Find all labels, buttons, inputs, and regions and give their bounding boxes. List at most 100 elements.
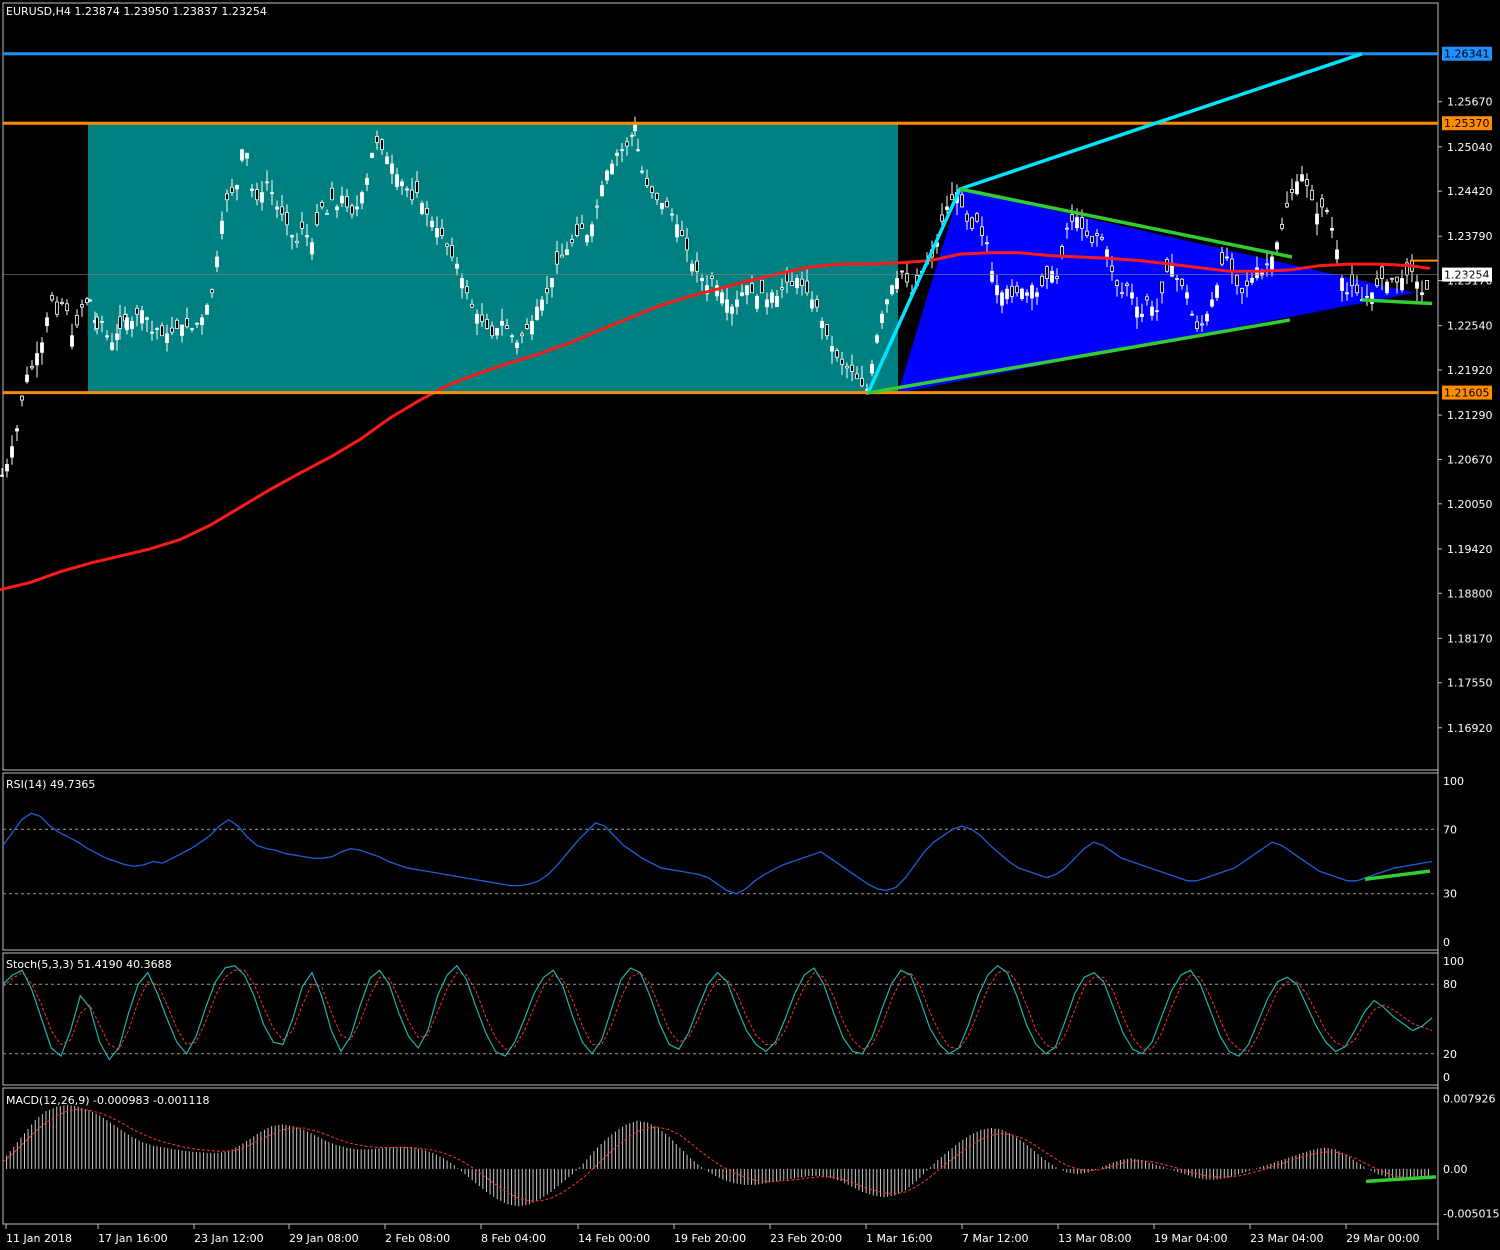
candle-body [180, 324, 184, 336]
macd-trendline [1365, 1175, 1437, 1184]
candle-body [30, 365, 34, 369]
candle-body [860, 378, 864, 387]
x-tick-label: 23 Jan 12:00 [194, 1232, 264, 1245]
candle-body [455, 263, 459, 269]
candle-body [690, 263, 694, 272]
stoch-panel[interactable]: 100 80 20 0 [2, 955, 1464, 1084]
candle-body [1190, 313, 1194, 316]
candle-body [1155, 310, 1159, 313]
candle-body [1080, 217, 1084, 229]
candle-body [355, 206, 359, 210]
candle-body [535, 306, 539, 320]
y-tick-label: 1.20670 [1447, 453, 1493, 466]
candle-body [230, 186, 234, 194]
candle-body [815, 299, 819, 308]
candle-body [1050, 270, 1054, 283]
candle-body [345, 196, 349, 208]
candle-body [1275, 242, 1279, 250]
candle-body [88, 299, 92, 302]
level-label: 1.26341 [1444, 48, 1490, 61]
candle-body [1100, 236, 1104, 240]
candle-body [315, 212, 319, 226]
candle-body [1010, 285, 1014, 297]
candle-body [1135, 306, 1139, 318]
candle-body [885, 299, 889, 305]
candle-body [415, 181, 419, 194]
candles [0, 116, 1429, 478]
candle-body [1270, 256, 1274, 270]
candle-body [1110, 265, 1114, 272]
candle-body [1150, 306, 1154, 316]
candle-body [880, 313, 884, 323]
candle-body [390, 163, 394, 174]
rsi-title: RSI(14) 49.7365 [6, 778, 95, 791]
rsi-tick-label: 0 [1443, 936, 1450, 949]
candle-body [400, 181, 404, 187]
candle-body [1385, 281, 1389, 294]
x-tick-label: 17 Jan 16:00 [98, 1232, 168, 1245]
candle-body [475, 313, 479, 324]
candle-body [845, 365, 849, 369]
candle-body [510, 335, 514, 338]
candle-body [695, 260, 699, 272]
candle-body [440, 227, 444, 236]
candle-body [795, 278, 799, 289]
candle-body [995, 285, 999, 296]
candle-body [245, 152, 249, 159]
candle-body [1115, 280, 1119, 287]
candle-body [1185, 292, 1189, 299]
y-tick-label: 1.24420 [1447, 185, 1493, 198]
macd-tick-label: 0.00 [1443, 1163, 1468, 1176]
candle-body [265, 181, 269, 184]
candle-body [410, 189, 414, 201]
candle-body [240, 149, 244, 161]
candle-body [1180, 278, 1184, 287]
candle-body [1090, 235, 1094, 244]
candle-body [855, 373, 859, 380]
candle-body [210, 289, 214, 294]
stoch-main-line [2, 964, 1433, 1061]
x-tick-label: 19 Feb 20:00 [674, 1232, 746, 1245]
candle-body [155, 328, 159, 330]
candle-body [600, 185, 604, 197]
candle-body [200, 317, 204, 325]
candle-body [1140, 313, 1144, 318]
candle-body [835, 350, 839, 358]
candle-body [1320, 198, 1324, 208]
y-tick-label: 1.18170 [1447, 632, 1493, 645]
candle-body [135, 307, 139, 315]
candle-body [890, 285, 894, 295]
candle-body [525, 324, 529, 329]
candle-body [633, 124, 637, 132]
macd-panel[interactable]: 0.007926 0.00 -0.005015 [2, 1092, 1499, 1220]
candle-body [370, 152, 374, 158]
candle-body [825, 324, 829, 337]
candle-body [1265, 263, 1269, 266]
candle-body [45, 317, 49, 326]
candle-body [985, 242, 989, 245]
candle-body [118, 316, 122, 329]
candle-body [1285, 202, 1289, 208]
trendline [867, 318, 1291, 395]
candle-body [25, 374, 29, 383]
candle-body [15, 428, 19, 432]
candle-body [1160, 281, 1164, 294]
candle-body [430, 220, 434, 228]
y-tick-label: 1.21920 [1447, 364, 1493, 377]
stoch-title: Stoch(5,3,3) 51.4190 40.3688 [6, 958, 172, 971]
candle-body [1205, 313, 1209, 322]
candle-body [285, 212, 289, 226]
candle-body [125, 317, 129, 331]
candle-body [740, 292, 744, 296]
x-tick-label: 11 Jan 2018 [6, 1232, 72, 1245]
candle-body [335, 206, 339, 211]
candle-body [1325, 210, 1329, 212]
candle-body [1355, 284, 1359, 294]
candle-body [1330, 227, 1334, 231]
main-price-panel[interactable]: 1.26341 1.25370 1.21605 1.23254 1.25670 1.250… [0, 46, 1493, 735]
candle-body [790, 281, 794, 287]
y-tick-label: 1.20050 [1447, 498, 1493, 511]
candle-body [1070, 214, 1074, 222]
rsi-panel[interactable]: 100 70 30 0 [2, 775, 1464, 949]
